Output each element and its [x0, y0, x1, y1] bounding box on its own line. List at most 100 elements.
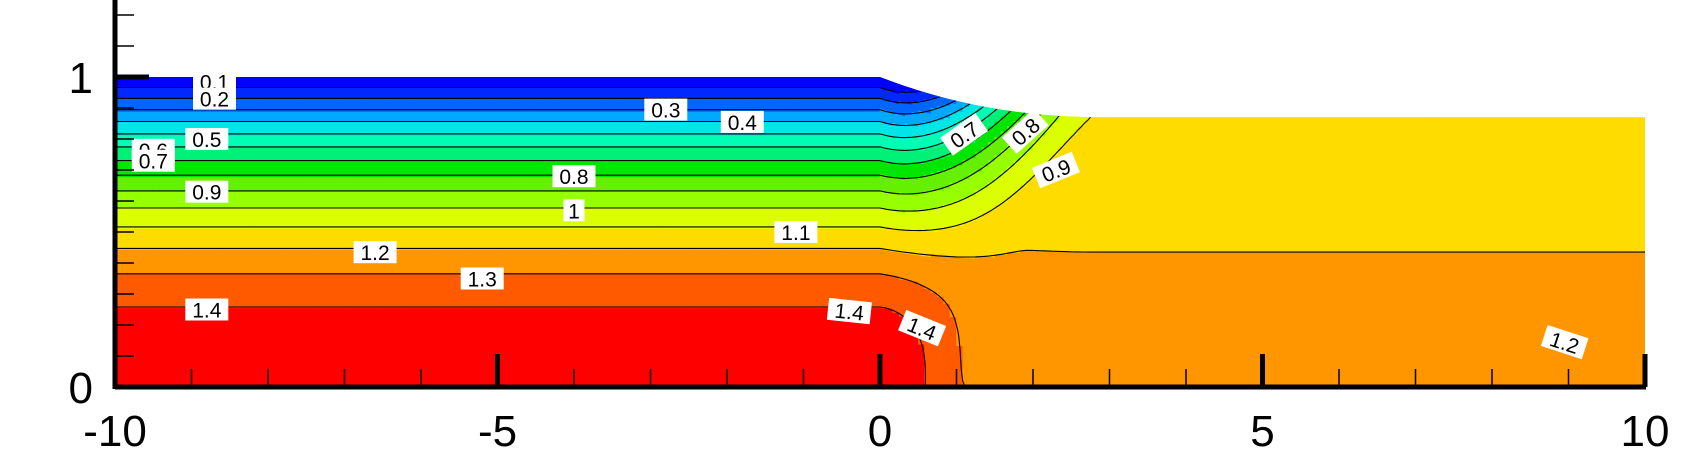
band-cell [248, 149, 256, 154]
band-cell [248, 276, 256, 281]
band-cell [427, 259, 435, 264]
band-cell [280, 93, 288, 98]
band-cell [286, 252, 294, 257]
band-cell [286, 149, 294, 154]
band-cell [439, 169, 447, 174]
band-cell [121, 300, 129, 305]
band-cell [172, 328, 180, 333]
band-cell [452, 149, 460, 154]
band-cell [305, 242, 313, 247]
band-cell [152, 276, 160, 281]
band-cell [274, 328, 282, 333]
band-cell [159, 100, 167, 105]
band-cell [152, 124, 160, 129]
band-cell [159, 317, 167, 322]
band-cell [337, 83, 345, 88]
band-cell [369, 321, 377, 326]
band-cell [414, 276, 422, 281]
band-cell [178, 262, 186, 267]
band-cell [420, 111, 428, 116]
band-cell [197, 355, 205, 360]
band-cell [350, 204, 358, 209]
band-cell [140, 193, 148, 198]
band-cell [216, 283, 224, 288]
band-cell [254, 348, 262, 353]
band-cell [223, 321, 231, 326]
band-cell [235, 372, 243, 377]
band-cell [152, 231, 160, 236]
band-cell [305, 235, 313, 240]
band-cell [280, 211, 288, 216]
band-cell [121, 297, 129, 302]
band-cell [414, 314, 422, 319]
band-cell [121, 162, 129, 167]
band-cell [133, 286, 141, 291]
band-cell [369, 121, 377, 126]
band-cell [452, 183, 460, 188]
band-cell [458, 169, 466, 174]
band-cell [267, 376, 275, 381]
band-cell [178, 93, 186, 98]
band-cell [172, 376, 180, 381]
band-cell [197, 359, 205, 364]
band-cell [344, 345, 352, 350]
band-cell [267, 300, 275, 305]
band-cell [376, 90, 384, 95]
band-cell [388, 221, 396, 226]
band-cell [401, 176, 409, 181]
band-cell [274, 142, 282, 147]
band-cell [235, 214, 243, 219]
band-cell [286, 321, 294, 326]
band-cell [267, 283, 275, 288]
band-cell [446, 262, 454, 267]
band-cell [401, 369, 409, 374]
band-cell [331, 286, 339, 291]
band-cell [197, 238, 205, 243]
band-cell [280, 345, 288, 350]
band-cell [433, 290, 441, 295]
band-cell [223, 121, 231, 126]
band-cell [318, 169, 326, 174]
band-cell [401, 376, 409, 381]
band-cell [363, 348, 371, 353]
band-cell [242, 217, 250, 222]
band-cell [344, 142, 352, 147]
band-cell [159, 231, 167, 236]
band-cell [433, 138, 441, 143]
band-cell [420, 211, 428, 216]
band-cell [140, 204, 148, 209]
band-cell [254, 352, 262, 357]
band-cell [299, 169, 307, 174]
band-cell [229, 279, 237, 284]
band-cell [165, 279, 173, 284]
band-cell [184, 238, 192, 243]
band-cell [140, 211, 148, 216]
band-cell [318, 242, 326, 247]
band-cell [312, 121, 320, 126]
band-cell [299, 290, 307, 295]
band-cell [337, 242, 345, 247]
band-cell [369, 90, 377, 95]
band-cell [165, 317, 173, 322]
band-cell [312, 355, 320, 360]
band-cell [216, 372, 224, 377]
band-cell [446, 366, 454, 371]
band-cell [465, 359, 473, 364]
band-cell [242, 259, 250, 264]
band-cell [369, 183, 377, 188]
band-cell [235, 338, 243, 343]
band-cell [446, 155, 454, 160]
band-cell [267, 176, 275, 181]
band-cell [133, 124, 141, 129]
band-cell [312, 93, 320, 98]
band-cell [184, 90, 192, 95]
band-cell [127, 331, 135, 336]
band-cell [350, 228, 358, 233]
band-cell [420, 138, 428, 143]
band-cell [261, 124, 269, 129]
band-cell [121, 221, 129, 226]
band-cell [446, 376, 454, 381]
band-cell [318, 149, 326, 154]
band-cell [159, 348, 167, 353]
band-cell [458, 366, 466, 371]
